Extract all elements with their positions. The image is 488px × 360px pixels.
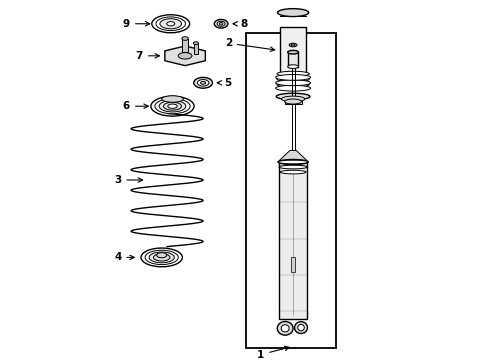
Bar — [279, 162, 306, 319]
Ellipse shape — [178, 53, 192, 59]
Ellipse shape — [277, 9, 308, 17]
Ellipse shape — [294, 322, 307, 333]
Ellipse shape — [297, 324, 304, 331]
Text: 8: 8 — [233, 19, 247, 29]
Ellipse shape — [167, 104, 177, 108]
Ellipse shape — [149, 252, 174, 263]
Ellipse shape — [197, 80, 208, 86]
Bar — [182, 39, 187, 52]
Ellipse shape — [279, 165, 306, 169]
Ellipse shape — [287, 50, 298, 54]
Ellipse shape — [156, 17, 185, 31]
Ellipse shape — [276, 71, 309, 76]
Ellipse shape — [153, 254, 170, 261]
Bar — [284, 98, 301, 104]
Bar — [246, 33, 336, 348]
Text: 4: 4 — [114, 252, 134, 262]
Bar — [280, 27, 305, 86]
Ellipse shape — [160, 19, 181, 29]
Ellipse shape — [288, 43, 296, 47]
Ellipse shape — [275, 80, 310, 86]
Polygon shape — [277, 150, 308, 162]
Ellipse shape — [200, 81, 205, 84]
Bar — [290, 257, 295, 272]
Ellipse shape — [277, 321, 292, 335]
Ellipse shape — [193, 77, 212, 88]
Ellipse shape — [151, 15, 189, 33]
Ellipse shape — [214, 19, 227, 28]
Ellipse shape — [159, 100, 185, 112]
Ellipse shape — [290, 44, 294, 46]
Ellipse shape — [277, 160, 308, 164]
Ellipse shape — [217, 21, 224, 26]
Ellipse shape — [141, 248, 182, 267]
Ellipse shape — [156, 253, 166, 258]
Ellipse shape — [287, 65, 298, 68]
Ellipse shape — [182, 37, 188, 40]
Text: 7: 7 — [135, 51, 159, 61]
Ellipse shape — [145, 250, 178, 265]
Bar — [287, 52, 298, 67]
Ellipse shape — [275, 85, 310, 91]
Ellipse shape — [276, 82, 309, 87]
Ellipse shape — [166, 22, 174, 26]
Ellipse shape — [162, 96, 183, 102]
Ellipse shape — [281, 96, 304, 102]
Ellipse shape — [163, 102, 181, 110]
Ellipse shape — [276, 77, 309, 82]
Ellipse shape — [284, 99, 301, 104]
Ellipse shape — [155, 99, 190, 114]
Ellipse shape — [219, 22, 223, 25]
Text: 9: 9 — [122, 19, 149, 29]
Text: 3: 3 — [114, 175, 142, 185]
Text: 1: 1 — [257, 346, 288, 360]
Text: 5: 5 — [217, 78, 231, 88]
Ellipse shape — [151, 96, 194, 116]
Ellipse shape — [281, 325, 288, 332]
Ellipse shape — [276, 93, 309, 100]
Ellipse shape — [278, 159, 307, 165]
Text: 6: 6 — [122, 101, 148, 111]
Ellipse shape — [275, 75, 310, 80]
Bar — [194, 43, 197, 54]
Ellipse shape — [280, 170, 305, 174]
Ellipse shape — [193, 42, 198, 45]
Text: 2: 2 — [224, 38, 274, 51]
Polygon shape — [164, 46, 205, 66]
